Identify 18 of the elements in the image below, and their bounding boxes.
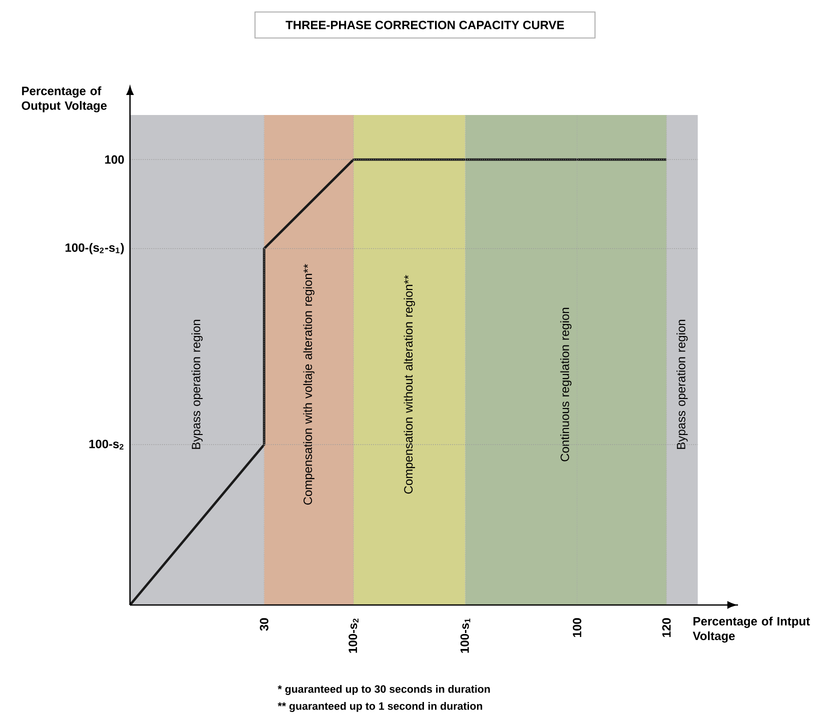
ref-line-label: 100	[105, 155, 124, 164]
band-label: Compensation with voltaje alteration region**	[303, 264, 314, 505]
y-axis-title: Percentage of Output Voltage	[22, 86, 107, 112]
band-label: Compensation without alteration region**	[404, 275, 416, 494]
x-tick-label: 30	[260, 618, 268, 631]
band-label: Continuous regulation region	[560, 308, 572, 462]
ref-line-label: 100-(s$_{2}$-s$_{1}$)	[66, 243, 124, 254]
text: * guaranteed up to 30 seconds in duration	[278, 684, 490, 695]
text: ** guaranteed up to 1 second in duration	[278, 702, 482, 712]
chart-title: THREE-PHASE CORRECTION CAPACITY CURVE	[286, 20, 564, 30]
band-label: Bypass operation region	[191, 320, 203, 449]
ref-line-label: 100-s$_{2}$	[89, 440, 124, 450]
x-tick-label: 100-s$_{2}$	[348, 618, 358, 653]
x-tick-label: 100-s$_{1}$	[460, 618, 470, 653]
x-tick-label: 120	[662, 618, 671, 637]
x-axis-title: Percentage of Intput Voltage	[692, 616, 810, 643]
band-label: Bypass operation region	[676, 320, 688, 449]
x-tick-label: 100	[572, 618, 582, 637]
